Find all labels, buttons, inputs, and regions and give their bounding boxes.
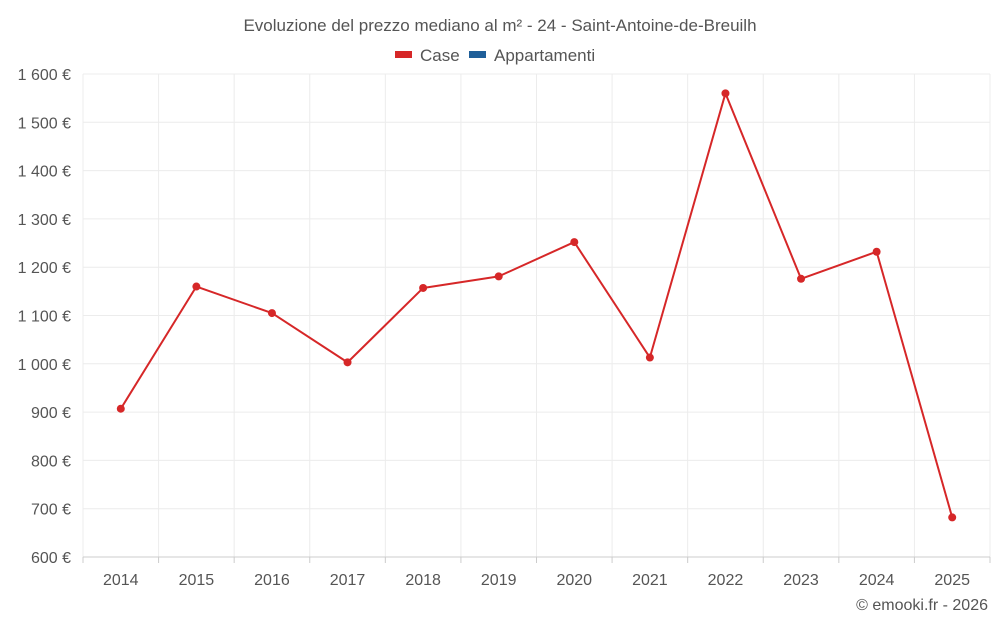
legend-item-case[interactable]: Case <box>395 46 460 65</box>
data-point-2025[interactable] <box>948 513 957 522</box>
chart-title: Evoluzione del prezzo mediano al m² - 24… <box>243 16 756 35</box>
data-point-2023[interactable] <box>797 274 806 283</box>
data-point-2022[interactable] <box>721 89 730 98</box>
legend-label-appartamenti: Appartamenti <box>494 46 595 65</box>
x-tick-label: 2021 <box>632 572 668 589</box>
y-tick-label: 1 000 € <box>18 357 71 374</box>
x-tick-label: 2022 <box>708 572 744 589</box>
y-tick-label: 1 100 € <box>18 309 71 326</box>
series-line-case <box>119 92 954 518</box>
x-tick-label: 2019 <box>481 572 517 589</box>
x-tick-label: 2024 <box>859 572 895 589</box>
x-tick-label: 2014 <box>103 572 139 589</box>
data-point-2014[interactable] <box>116 404 125 413</box>
data-point-2021[interactable] <box>645 353 654 362</box>
y-tick-label: 600 € <box>31 550 71 567</box>
credit-text: © emooki.fr - 2026 <box>856 597 988 614</box>
data-point-2018[interactable] <box>419 283 428 292</box>
x-tick-label: 2023 <box>783 572 819 589</box>
y-tick-label: 700 € <box>31 502 71 519</box>
legend-swatch-appartamenti <box>469 51 486 58</box>
y-tick-label: 1 600 € <box>18 67 71 84</box>
y-tick-label: 1 400 € <box>18 164 71 181</box>
x-tick-label: 2020 <box>556 572 592 589</box>
data-point-2015[interactable] <box>192 282 201 291</box>
data-point-2024[interactable] <box>872 247 881 256</box>
x-tick-label: 2016 <box>254 572 290 589</box>
y-axis: 600 € 700 € 800 € 900 € 1 000 € 1 100 € 1 200 … <box>18 67 71 567</box>
legend-label-case: Case <box>420 46 460 65</box>
x-tick-label: 2017 <box>330 572 366 589</box>
data-point-2017[interactable] <box>343 358 352 367</box>
y-tick-label: 1 300 € <box>18 212 71 229</box>
grid <box>82 73 991 558</box>
data-point-2019[interactable] <box>494 272 503 281</box>
data-point-2016[interactable] <box>267 309 276 318</box>
x-tick-label: 2025 <box>934 572 970 589</box>
y-tick-label: 1 200 € <box>18 260 71 277</box>
x-tick-label: 2018 <box>405 572 441 589</box>
x-axis: 2014 2015 2016 2017 2018 2019 2020 2021 2022 2023… <box>82 556 991 589</box>
legend: Case Appartamenti <box>395 46 595 65</box>
legend-swatch-case <box>395 51 412 58</box>
y-tick-label: 1 500 € <box>18 115 71 132</box>
data-point-2020[interactable] <box>570 238 579 247</box>
x-tick-label: 2015 <box>179 572 215 589</box>
y-tick-label: 800 € <box>31 453 71 470</box>
y-tick-label: 900 € <box>31 405 71 422</box>
series-case <box>116 89 957 522</box>
legend-item-appartamenti[interactable]: Appartamenti <box>469 46 595 65</box>
